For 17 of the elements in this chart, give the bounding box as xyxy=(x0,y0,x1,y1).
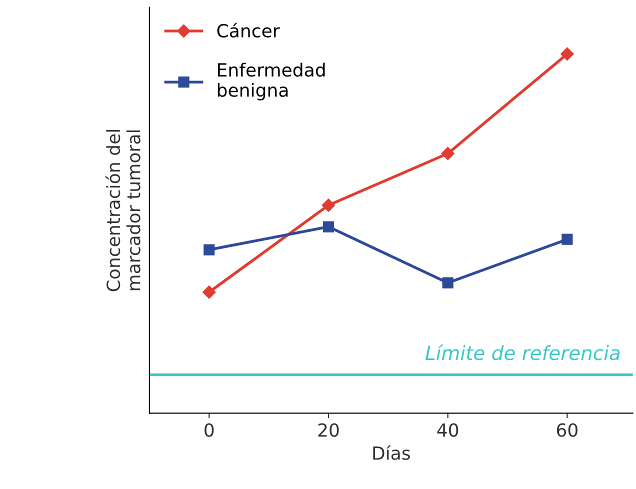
y-axis-title: Concentración del marcador tumoral xyxy=(105,130,140,292)
point xyxy=(562,234,573,245)
point xyxy=(560,47,574,61)
point xyxy=(204,244,215,256)
x-tick-label: 40 xyxy=(437,423,458,437)
x-tick-label: 20 xyxy=(318,423,339,437)
point xyxy=(442,277,454,288)
point xyxy=(441,146,454,160)
point xyxy=(322,221,334,232)
x-axis-title: Días xyxy=(373,445,410,460)
legend-label: Enfermedad benigna xyxy=(218,62,325,100)
point xyxy=(202,286,216,299)
x-tick-label: 0 xyxy=(204,423,214,437)
point xyxy=(322,198,336,212)
ref-line-label: Límite de referencia xyxy=(426,344,620,360)
legend-label: Cáncer xyxy=(217,22,280,38)
x-tick-label: 60 xyxy=(556,423,578,437)
